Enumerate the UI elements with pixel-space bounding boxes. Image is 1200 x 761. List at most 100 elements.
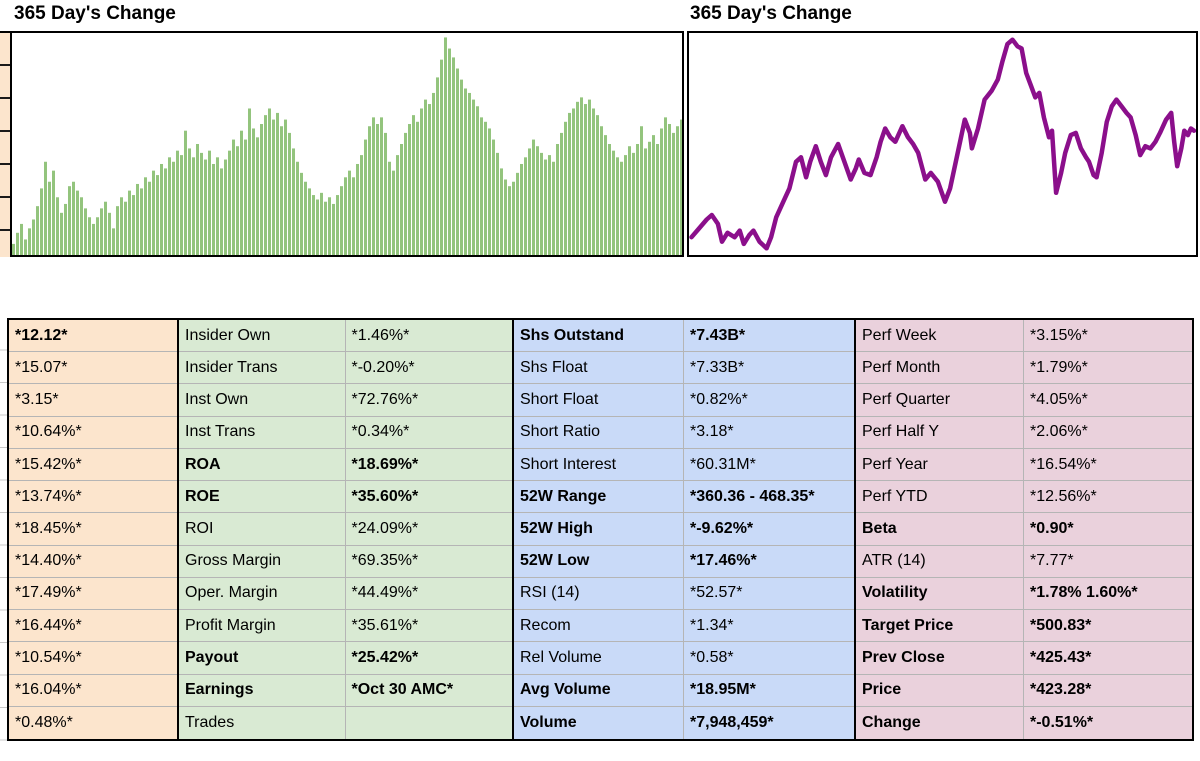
stat-label-cell[interactable]: Inst Trans [179,416,346,448]
stat-label-cell[interactable]: Short Float [514,384,684,416]
stat-value-cell[interactable]: *16.04%* [15,681,82,699]
stat-value-cell[interactable]: *15.42%* [15,455,82,473]
stat-label-cell[interactable]: Inst Own [179,384,346,416]
stat-value-cell[interactable]: *52.57* [690,584,743,602]
stat-value-cell[interactable]: *17.46%* [690,552,757,570]
table-row: Profit Margin *35.61%* [179,610,512,643]
stat-label-cell[interactable]: Volume [514,706,684,739]
stat-label-cell[interactable]: Perf Week [856,320,1024,352]
stat-value-cell[interactable]: *-0.20%* [351,358,415,376]
stat-value-cell[interactable]: *25.42%* [351,648,419,666]
table-row: *12.12* [9,320,177,353]
stat-label-cell[interactable]: ROE [179,481,346,513]
stat-value-cell[interactable]: *12.12* [15,326,68,344]
stat-label-cell[interactable]: ATR (14) [856,545,1024,577]
stat-label-cell[interactable]: Perf YTD [856,481,1024,513]
stat-value-cell[interactable]: *3.15* [15,391,59,409]
volume-bar-chart[interactable] [10,31,684,257]
stat-label-cell[interactable]: Short Interest [514,448,684,481]
stat-value-cell[interactable]: *3.18* [690,423,734,441]
stat-label-cell[interactable]: Beta [856,513,1024,545]
stat-value-cell[interactable]: *35.61%* [351,616,419,634]
stat-value-cell[interactable]: *3.15%* [1030,326,1088,344]
stat-label-cell[interactable]: Earnings [179,674,346,706]
table-row: Recom *1.34* [514,610,854,643]
stat-label-cell[interactable]: Trades [179,706,346,739]
stat-label-cell[interactable]: Shs Outstand [514,320,684,352]
stat-label-cell[interactable]: RSI (14) [514,577,684,610]
stat-label-cell[interactable]: Payout [179,642,346,674]
stat-value-cell[interactable]: *18.45%* [15,519,82,537]
price-line-chart[interactable] [687,31,1198,257]
stat-value-cell[interactable]: *423.28* [1030,681,1092,699]
stat-value-cell[interactable]: *7.43B* [690,326,746,344]
stat-value-cell[interactable]: *44.49%* [351,584,419,602]
stat-label-cell[interactable]: Shs Float [514,352,684,384]
stat-label-cell[interactable]: Price [856,674,1024,706]
stat-value-cell[interactable]: *10.64%* [15,423,82,441]
stat-value-cell[interactable]: *1.78% 1.60%* [1030,584,1138,602]
stat-value-cell[interactable]: *0.58* [690,648,734,666]
stat-value-cell[interactable]: *500.83* [1030,616,1092,634]
stat-value-cell[interactable]: *16.44%* [15,616,82,634]
stat-label-cell[interactable]: ROI [179,513,346,545]
stat-value-cell[interactable]: *360.36 - 468.35* [690,487,815,505]
table-row: ROA *18.69%* [179,448,512,482]
stat-label-cell[interactable]: Prev Close [856,642,1024,674]
stat-label-cell[interactable]: 52W Low [514,545,684,577]
stat-label-cell[interactable]: Target Price [856,610,1024,642]
stat-value-cell[interactable]: *-9.62%* [690,519,754,537]
stat-value-cell[interactable]: *7,948,459* [690,713,774,731]
stat-label-cell[interactable]: Perf Half Y [856,416,1024,448]
stat-label-cell[interactable]: Profit Margin [179,610,346,642]
stat-value-cell[interactable]: *Oct 30 AMC* [351,681,454,699]
stat-label-cell[interactable]: Volatility [856,577,1024,610]
stat-value-cell[interactable]: *35.60%* [351,487,419,505]
stat-label-cell[interactable]: Insider Own [179,320,346,352]
stat-label-cell[interactable]: Recom [514,610,684,642]
stat-label-cell[interactable]: Avg Volume [514,674,684,706]
stat-value-cell[interactable]: *10.54%* [15,648,82,666]
stat-label-cell[interactable]: Change [856,706,1024,739]
stat-value-cell[interactable]: *18.95M* [690,681,756,699]
stat-value-cell[interactable]: *16.54%* [1030,455,1097,473]
stat-value-cell[interactable]: *0.90* [1030,519,1074,537]
stat-value-cell[interactable]: *1.34* [690,616,734,634]
stat-value-cell[interactable]: *-0.51%* [1030,713,1094,731]
stat-label-cell[interactable]: Short Ratio [514,416,684,448]
stat-value-cell[interactable]: *60.31M* [690,455,756,473]
stat-label-cell[interactable]: Perf Quarter [856,384,1024,416]
stat-label-cell[interactable]: 52W High [514,513,684,545]
stat-value-cell[interactable]: *24.09%* [351,519,419,537]
stat-value-cell[interactable]: *1.46%* [351,326,410,344]
stat-label-cell[interactable]: Insider Trans [179,352,346,384]
stat-value-cell[interactable]: *14.40%* [15,552,82,570]
stat-value-cell[interactable]: *0.48%* [15,713,73,731]
stat-value-cell[interactable]: *0.34%* [351,423,410,441]
stat-label-cell[interactable]: Oper. Margin [179,577,346,610]
stat-value-cell[interactable]: *7.33B* [690,358,745,376]
stat-label-cell[interactable]: Perf Month [856,352,1024,384]
stat-value-cell[interactable]: *72.76%* [351,391,419,409]
stat-label-cell[interactable]: ROA [179,448,346,481]
stat-value-cell[interactable]: *15.07* [15,358,68,376]
stat-value-cell[interactable]: *7.77* [1030,552,1074,570]
stat-value-cell[interactable]: *17.49%* [15,584,82,602]
stat-value-cell[interactable]: *13.74%* [15,487,82,505]
stat-value-cell[interactable]: *2.06%* [1030,423,1088,441]
table-row: Oper. Margin *44.49%* [179,577,512,611]
stat-value-cell[interactable]: *425.43* [1030,648,1092,666]
table-row: *15.07* [9,352,177,385]
stat-value-cell[interactable]: *69.35%* [351,552,419,570]
stat-value-cell[interactable]: *4.05%* [1030,391,1088,409]
stat-label-cell[interactable]: Perf Year [856,448,1024,481]
stat-value-cell[interactable]: *18.69%* [351,455,419,473]
stat-label-cell[interactable]: Rel Volume [514,642,684,674]
stat-label-cell[interactable]: Gross Margin [179,545,346,577]
stat-value-cell[interactable]: *1.79%* [1030,358,1088,376]
stat-value-cell[interactable]: *12.56%* [1030,487,1097,505]
stats-section-pink: Perf Week *3.15%* Perf Month *1.79%* Perf Qu… [854,318,1194,741]
stat-label-cell[interactable]: 52W Range [514,481,684,513]
stat-value-cell[interactable] [346,707,513,739]
stat-value-cell[interactable]: *0.82%* [690,391,748,409]
